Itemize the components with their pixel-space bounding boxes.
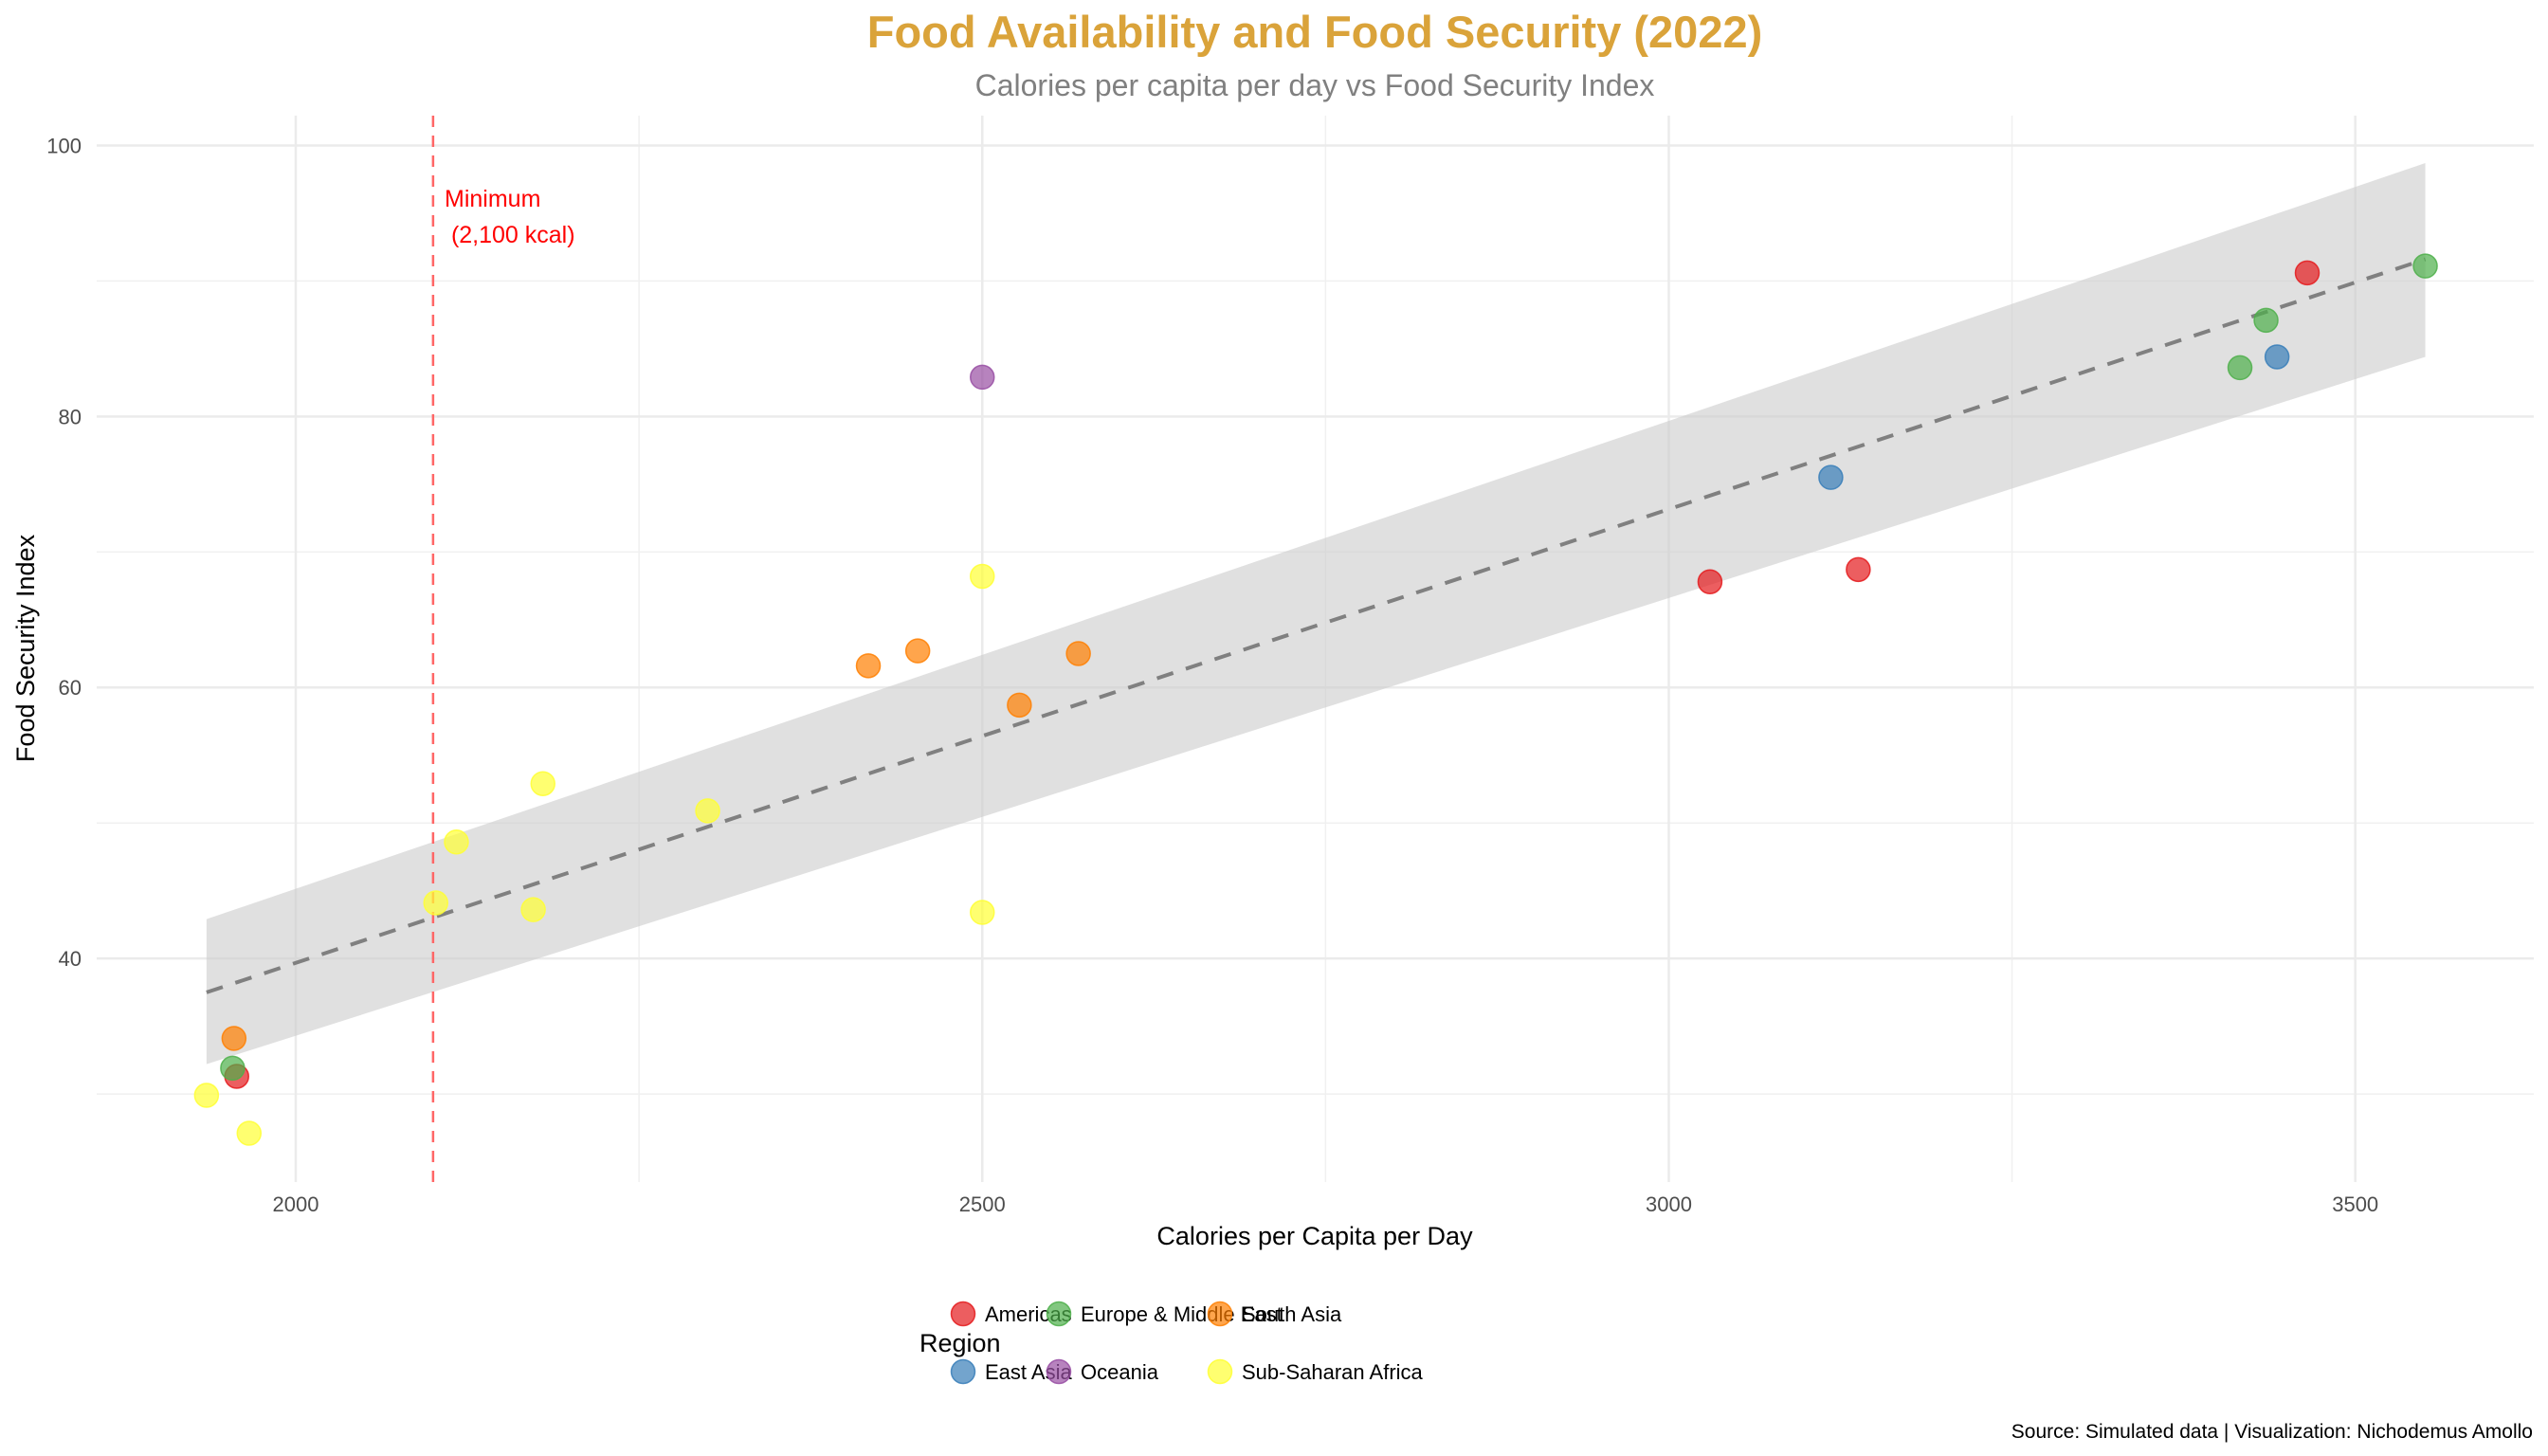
data-point-oceania bbox=[970, 364, 995, 391]
legend-label: Europe & Middle East bbox=[1081, 1302, 1283, 1326]
data-point-sub-saharan-africa bbox=[530, 771, 555, 796]
data-point-europe-middle-east bbox=[220, 1055, 246, 1082]
data-point-sub-saharan-africa bbox=[970, 563, 995, 590]
chart-subtitle: Calories per capita per day vs Food Secu… bbox=[975, 68, 1655, 102]
data-point-americas bbox=[1846, 556, 1871, 583]
y-tick-label: 40 bbox=[59, 947, 82, 971]
data-point-sub-saharan-africa bbox=[444, 828, 469, 855]
legend-label: Oceania bbox=[1081, 1360, 1159, 1384]
data-point-sub-saharan-africa bbox=[423, 890, 449, 916]
legend-key bbox=[950, 1301, 976, 1327]
chart-title: Food Availability and Food Security (202… bbox=[867, 7, 1763, 57]
data-point-east-asia bbox=[1818, 464, 1844, 490]
reference-annotation-line1: Minimum bbox=[445, 186, 540, 212]
points-layer bbox=[193, 253, 2438, 1146]
y-tick-label: 80 bbox=[59, 405, 82, 428]
legend-label: South Asia bbox=[1242, 1302, 1342, 1326]
reference-annotation-line2: (2,100 kcal) bbox=[445, 222, 575, 248]
y-tick-label: 100 bbox=[46, 134, 82, 157]
legend-item: South Asia bbox=[1207, 1301, 1342, 1327]
x-tick-label: 3000 bbox=[1646, 1192, 1692, 1216]
data-point-sub-saharan-africa bbox=[970, 900, 995, 925]
x-tick-label: 2000 bbox=[273, 1192, 319, 1216]
legend-item: Oceania bbox=[1046, 1358, 1159, 1385]
data-point-south-asia bbox=[221, 1026, 247, 1051]
data-point-europe-middle-east bbox=[2412, 253, 2438, 279]
legend-key bbox=[1207, 1358, 1233, 1385]
data-point-south-asia bbox=[1007, 692, 1032, 719]
caption: Source: Simulated data | Visualization: … bbox=[2011, 1421, 2533, 1443]
legend-key bbox=[950, 1358, 976, 1385]
data-point-sub-saharan-africa bbox=[520, 897, 546, 922]
data-point-south-asia bbox=[904, 638, 931, 664]
data-point-americas bbox=[1697, 569, 1723, 594]
tick-labels: 2000 2500 3000 3500 40 60 80 100 bbox=[46, 134, 2378, 1216]
trend-line bbox=[206, 257, 2427, 994]
trend-line-layer bbox=[206, 257, 2427, 994]
legend-key bbox=[1046, 1358, 1072, 1385]
legend-item: Europe & Middle East bbox=[1046, 1301, 1283, 1327]
data-point-europe-middle-east bbox=[2253, 307, 2279, 334]
legend: Region Americas Europe & Middle EastSouth… bbox=[919, 1301, 1424, 1385]
legend-label: Sub-Saharan Africa bbox=[1242, 1360, 1424, 1384]
y-axis-title: Food Security Index bbox=[11, 534, 40, 762]
legend-item: Sub-Saharan Africa bbox=[1207, 1358, 1424, 1385]
x-tick-label: 3500 bbox=[2332, 1192, 2378, 1216]
legend-title: Region bbox=[919, 1329, 1001, 1357]
data-point-americas bbox=[2294, 260, 2320, 286]
data-point-south-asia bbox=[855, 653, 882, 679]
data-point-south-asia bbox=[1065, 641, 1091, 666]
confidence-band bbox=[206, 163, 2426, 1065]
legend-key bbox=[1046, 1301, 1072, 1327]
confidence-band-layer bbox=[206, 163, 2426, 1065]
legend-key bbox=[1207, 1301, 1233, 1327]
x-tick-label: 2500 bbox=[959, 1192, 1006, 1216]
data-point-sub-saharan-africa bbox=[193, 1083, 220, 1108]
data-point-sub-saharan-africa bbox=[236, 1120, 263, 1146]
y-tick-label: 60 bbox=[59, 676, 82, 700]
data-point-europe-middle-east bbox=[2227, 355, 2253, 381]
data-point-east-asia bbox=[2264, 344, 2290, 370]
data-point-sub-saharan-africa bbox=[695, 798, 720, 824]
x-axis-title: Calories per Capita per Day bbox=[1156, 1222, 1473, 1250]
